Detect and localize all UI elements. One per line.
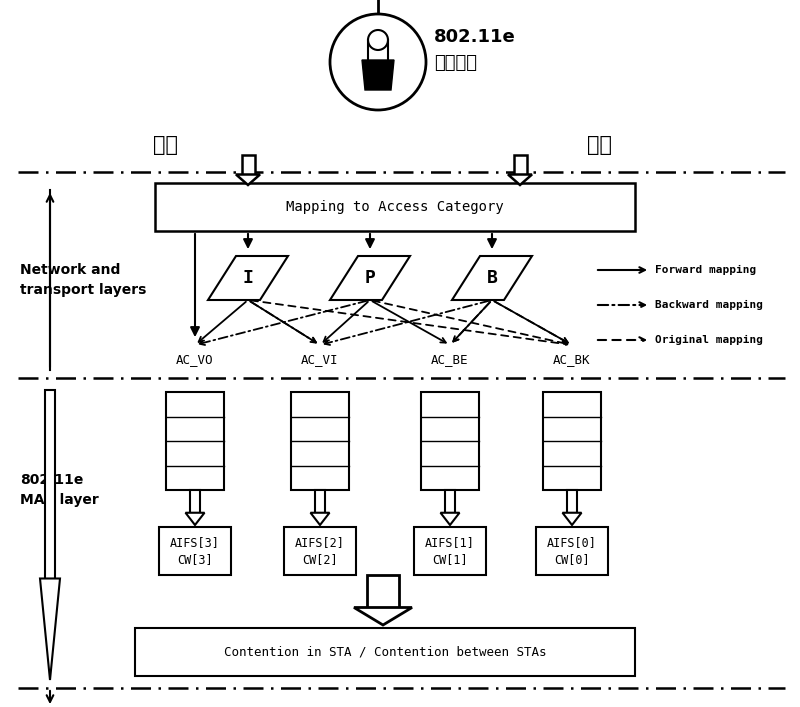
Bar <box>284 527 356 575</box>
Polygon shape <box>362 60 394 90</box>
Text: 负载: 负载 <box>587 135 613 155</box>
Text: AIFS[3]
CW[3]: AIFS[3] CW[3] <box>170 536 220 566</box>
Polygon shape <box>367 575 399 607</box>
Text: I: I <box>242 269 254 287</box>
Text: Contention in STA / Contention between STAs: Contention in STA / Contention between S… <box>224 645 546 658</box>
Polygon shape <box>186 513 205 525</box>
Text: AIFS[0]
CW[0]: AIFS[0] CW[0] <box>547 536 597 566</box>
Text: Original mapping: Original mapping <box>655 335 763 345</box>
Polygon shape <box>562 513 582 525</box>
Polygon shape <box>310 513 330 525</box>
Text: 802.11e
无线节点: 802.11e 无线节点 <box>434 28 516 72</box>
Text: B: B <box>486 269 498 287</box>
Bar <box>166 392 224 490</box>
Text: 802.11e
MAC layer: 802.11e MAC layer <box>20 473 98 508</box>
Bar <box>135 628 635 676</box>
Text: AIFS[2]
CW[2]: AIFS[2] CW[2] <box>295 536 345 566</box>
Text: Backward mapping: Backward mapping <box>655 300 763 310</box>
Bar <box>421 392 479 490</box>
Polygon shape <box>315 490 325 513</box>
Polygon shape <box>567 490 577 513</box>
Text: Network and
transport layers: Network and transport layers <box>20 263 146 298</box>
Text: AIFS[1]
CW[1]: AIFS[1] CW[1] <box>425 536 475 566</box>
Bar <box>543 392 601 490</box>
Text: Forward mapping: Forward mapping <box>655 265 756 275</box>
Text: AC_BK: AC_BK <box>554 354 590 366</box>
Bar <box>414 527 486 575</box>
Text: 负载: 负载 <box>153 135 178 155</box>
Text: AC_VO: AC_VO <box>176 354 214 366</box>
Polygon shape <box>441 513 459 525</box>
Polygon shape <box>236 175 260 185</box>
Polygon shape <box>208 256 288 300</box>
Bar <box>155 183 635 231</box>
Bar <box>291 392 349 490</box>
Polygon shape <box>354 607 412 625</box>
Text: AC_VI: AC_VI <box>302 354 338 366</box>
Polygon shape <box>242 155 254 175</box>
Bar <box>536 527 608 575</box>
Polygon shape <box>514 155 526 175</box>
Bar <box>159 527 231 575</box>
Polygon shape <box>330 256 410 300</box>
Polygon shape <box>190 490 200 513</box>
Polygon shape <box>45 390 55 578</box>
Polygon shape <box>40 578 60 680</box>
Text: Mapping to Access Category: Mapping to Access Category <box>286 200 504 214</box>
Polygon shape <box>445 490 455 513</box>
Text: AC_BE: AC_BE <box>431 354 469 366</box>
Text: P: P <box>365 269 375 287</box>
Polygon shape <box>508 175 532 185</box>
Polygon shape <box>452 256 532 300</box>
